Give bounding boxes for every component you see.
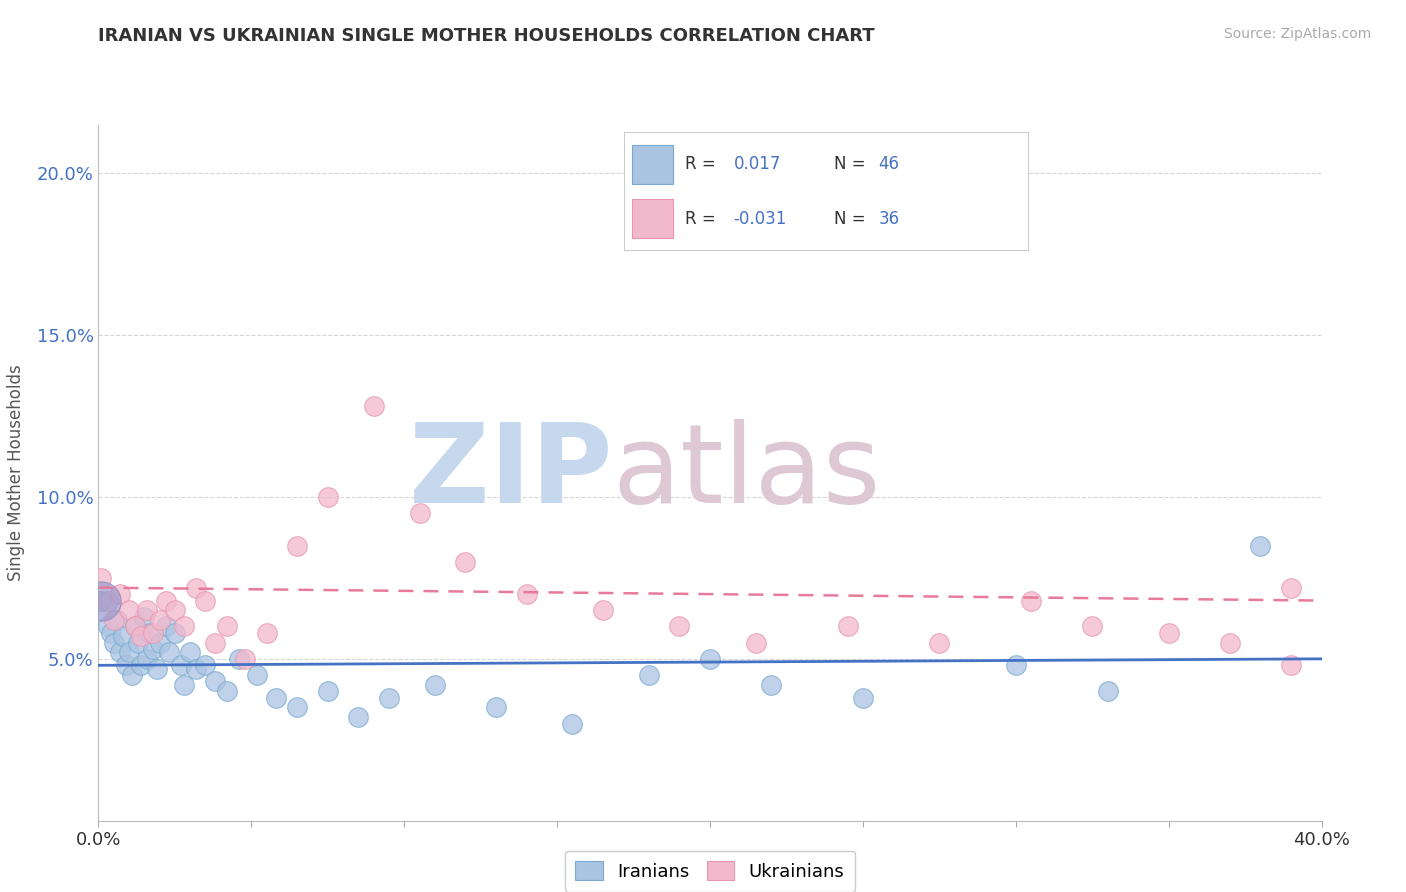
Point <box>852 690 875 705</box>
Point <box>228 652 250 666</box>
Point <box>215 684 238 698</box>
Point <box>485 700 508 714</box>
Point <box>699 652 721 666</box>
Point <box>118 645 141 659</box>
Text: 46: 46 <box>879 155 900 173</box>
Point <box>347 710 370 724</box>
Point <box>668 619 690 633</box>
Point <box>194 658 217 673</box>
Y-axis label: Single Mother Households: Single Mother Households <box>7 365 25 581</box>
Point <box>129 629 152 643</box>
Point <box>215 619 238 633</box>
Point <box>97 619 120 633</box>
Text: -0.031: -0.031 <box>734 210 787 227</box>
Point <box>246 668 269 682</box>
Point <box>111 629 134 643</box>
Point <box>157 645 180 659</box>
Point <box>1157 626 1180 640</box>
Point <box>103 635 125 649</box>
Point <box>285 700 308 714</box>
Point <box>179 645 201 659</box>
Point <box>1219 635 1241 649</box>
Point <box>108 587 131 601</box>
Point <box>142 626 165 640</box>
Text: Source: ZipAtlas.com: Source: ZipAtlas.com <box>1223 27 1371 41</box>
Point <box>745 635 768 649</box>
Point <box>204 635 226 649</box>
Bar <box>633 199 673 238</box>
Point <box>155 593 177 607</box>
Point <box>285 539 308 553</box>
Point <box>256 626 278 640</box>
Point <box>142 642 165 657</box>
Point <box>561 716 583 731</box>
Point <box>115 658 138 673</box>
Point <box>1019 593 1042 607</box>
Point <box>1004 658 1026 673</box>
Point <box>516 587 538 601</box>
Point <box>90 593 112 607</box>
Text: ZIP: ZIP <box>409 419 612 526</box>
Point <box>186 661 208 675</box>
Bar <box>633 145 673 184</box>
Point <box>1249 539 1271 553</box>
Point <box>194 593 217 607</box>
Point <box>454 555 477 569</box>
Point <box>316 490 339 504</box>
Text: atlas: atlas <box>612 419 880 526</box>
Point <box>163 626 186 640</box>
Legend: Iranians, Ukrainians: Iranians, Ukrainians <box>565 851 855 892</box>
Point <box>1097 684 1119 698</box>
Point <box>316 684 339 698</box>
Point <box>204 674 226 689</box>
Point <box>408 506 430 520</box>
Text: N =: N = <box>834 210 872 227</box>
Point <box>637 668 661 682</box>
Point <box>1279 581 1302 595</box>
Point <box>103 613 125 627</box>
Point <box>97 593 120 607</box>
Point <box>100 626 122 640</box>
Text: 0.017: 0.017 <box>734 155 780 173</box>
Point <box>105 613 128 627</box>
Point <box>186 581 208 595</box>
Point <box>163 603 186 617</box>
Point <box>124 619 146 633</box>
Point <box>149 613 172 627</box>
Point <box>108 645 131 659</box>
Point <box>155 619 177 633</box>
Point <box>264 690 287 705</box>
Point <box>134 609 156 624</box>
Point <box>136 652 159 666</box>
Point <box>837 619 859 633</box>
Point <box>378 690 401 705</box>
Point <box>145 661 167 675</box>
Text: R =: R = <box>685 155 721 173</box>
Point <box>173 678 195 692</box>
Point <box>1081 619 1104 633</box>
Point <box>759 678 782 692</box>
Point <box>90 593 112 607</box>
Point <box>136 603 159 617</box>
Point <box>173 619 195 633</box>
Point <box>121 668 143 682</box>
Point <box>124 619 146 633</box>
Point <box>592 603 614 617</box>
Point <box>139 626 162 640</box>
Point <box>127 635 149 649</box>
Point <box>118 603 141 617</box>
Point <box>363 400 385 414</box>
Text: N =: N = <box>834 155 872 173</box>
Point <box>423 678 446 692</box>
Point <box>1279 658 1302 673</box>
Point <box>129 658 152 673</box>
Point <box>149 635 172 649</box>
Point <box>928 635 950 649</box>
Text: R =: R = <box>685 210 721 227</box>
Point <box>90 571 112 585</box>
Point <box>233 652 256 666</box>
Text: 36: 36 <box>879 210 900 227</box>
Point <box>170 658 193 673</box>
Text: IRANIAN VS UKRAINIAN SINGLE MOTHER HOUSEHOLDS CORRELATION CHART: IRANIAN VS UKRAINIAN SINGLE MOTHER HOUSE… <box>98 27 875 45</box>
